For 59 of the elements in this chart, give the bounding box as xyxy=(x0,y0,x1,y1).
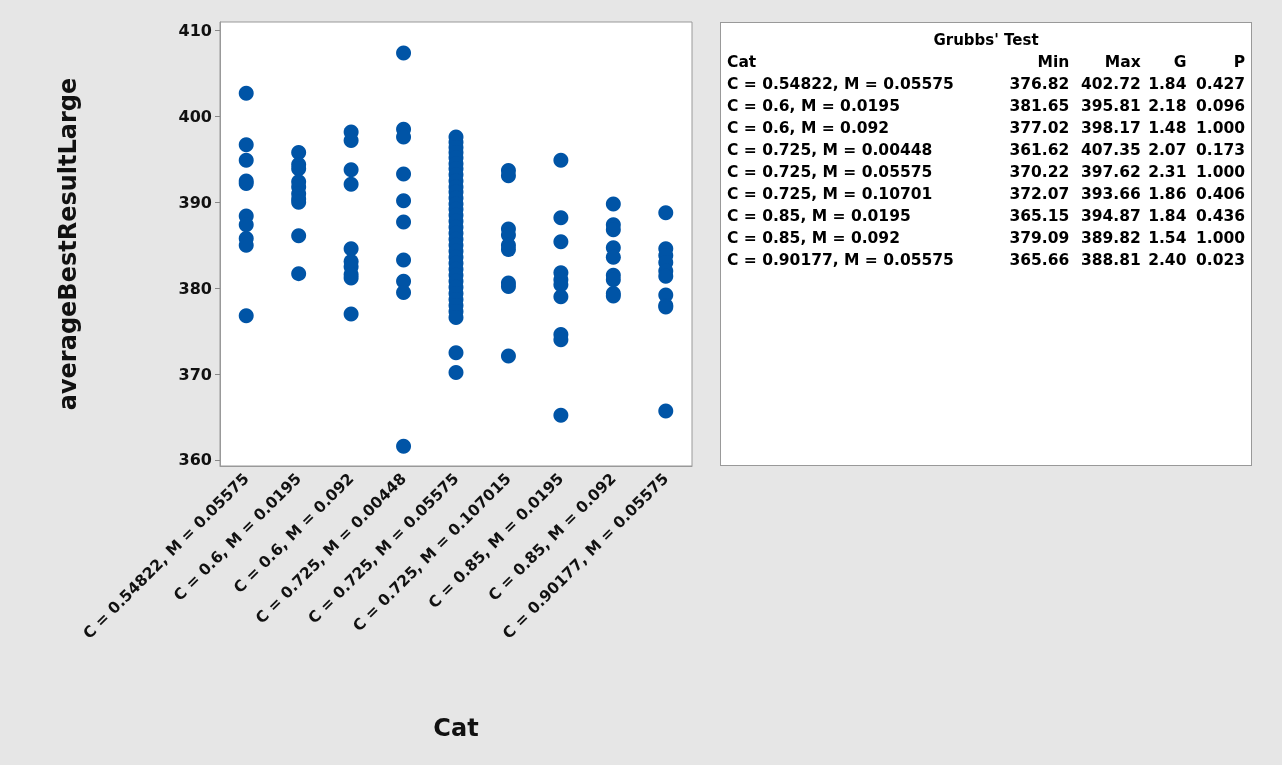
y-tick-label: 380 xyxy=(178,278,212,298)
x-axis-title: Cat xyxy=(433,714,479,742)
y-tick-label: 410 xyxy=(178,21,212,41)
text: Cat xyxy=(727,52,758,73)
text: C = 0.6, M = 0.092 xyxy=(727,118,891,139)
text: 2.31 xyxy=(1147,162,1187,183)
text: 372.07 xyxy=(1008,184,1070,205)
text: 388.81 xyxy=(1079,250,1141,271)
text: 0.436 xyxy=(1194,206,1245,227)
text: 1.000 xyxy=(1194,228,1245,249)
text: 0.173 xyxy=(1194,140,1245,161)
text: 1.84 xyxy=(1147,206,1187,227)
text: C = 0.54822, M = 0.05575 xyxy=(727,74,955,95)
y-tick-label: 400 xyxy=(178,106,212,126)
text: C = 0.90177, M = 0.05575 xyxy=(727,250,955,271)
y-tick-label: 370 xyxy=(178,364,212,384)
text: 394.87 xyxy=(1079,206,1141,227)
text: C = 0.725, M = 0.00448 xyxy=(727,140,934,161)
text: 370.22 xyxy=(1008,162,1070,183)
text: 398.17 xyxy=(1079,118,1141,139)
text: 0.023 xyxy=(1194,250,1245,271)
text: G xyxy=(1172,52,1187,73)
text: 1.86 xyxy=(1147,184,1187,205)
y-tick-label: 360 xyxy=(178,450,212,470)
text: C = 0.725, M = 0.05575 xyxy=(727,162,934,183)
text: 381.65 xyxy=(1008,96,1070,117)
text: 365.15 xyxy=(1008,206,1070,227)
text: 389.82 xyxy=(1079,228,1141,249)
text: P xyxy=(1232,52,1245,73)
text: 1.84 xyxy=(1147,74,1187,95)
text: C = 0.6, M = 0.0195 xyxy=(727,96,901,117)
text: 393.66 xyxy=(1079,184,1141,205)
text: 1.000 xyxy=(1194,162,1245,183)
text: C = 0.85, M = 0.0195 xyxy=(727,206,912,227)
text: 395.81 xyxy=(1079,96,1141,117)
text: 361.62 xyxy=(1008,140,1070,161)
text: 407.35 xyxy=(1079,140,1141,161)
text: 2.18 xyxy=(1147,96,1187,117)
text: Grubbs' Test xyxy=(932,31,1040,49)
y-axis-title: averageBestResultLarge xyxy=(54,77,82,411)
text: C = 0.85, M = 0.092 xyxy=(727,228,901,249)
text: 2.07 xyxy=(1147,140,1187,161)
text: C = 0.725, M = 0.10701 xyxy=(727,184,934,205)
text: Max xyxy=(1103,52,1141,73)
text: 2.40 xyxy=(1147,250,1187,271)
text: 397.62 xyxy=(1079,162,1141,183)
text: 402.72 xyxy=(1079,74,1141,95)
text: 0.406 xyxy=(1194,184,1245,205)
text: 1.000 xyxy=(1194,118,1245,139)
text: Min xyxy=(1036,52,1070,73)
text: 1.54 xyxy=(1147,228,1187,249)
text: 376.82 xyxy=(1008,74,1070,95)
text: 377.02 xyxy=(1008,118,1070,139)
text: 0.096 xyxy=(1194,96,1245,117)
text: 1.48 xyxy=(1147,118,1187,139)
text: 0.427 xyxy=(1194,74,1245,95)
text: 365.66 xyxy=(1008,250,1070,271)
text: 379.09 xyxy=(1008,228,1070,249)
y-tick-label: 390 xyxy=(178,192,212,212)
